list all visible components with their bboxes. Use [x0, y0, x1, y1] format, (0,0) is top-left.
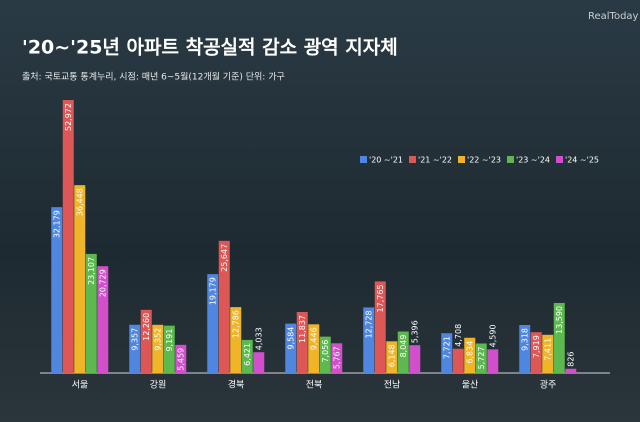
data-label: 9,584 [287, 327, 296, 350]
bar [397, 331, 409, 373]
x-tick-label: 울산 [462, 380, 479, 391]
data-label: 23,107 [87, 257, 96, 285]
bar [319, 336, 331, 373]
bar [475, 343, 487, 373]
data-label: 9,191 [165, 329, 174, 352]
data-label: 17,765 [376, 284, 385, 312]
bar [519, 324, 531, 373]
chart-title: '20~'25년 아파트 착공실적 감소 광역 지자체 [22, 37, 398, 59]
bar [386, 341, 398, 373]
data-label: 5,767 [333, 346, 342, 369]
legend-swatch [360, 156, 367, 163]
bar [542, 334, 554, 373]
chart-subtitle: 출처: 국토교통 통계누리, 시점: 매년 6~5월(12개월 기준) 단위: … [22, 71, 285, 83]
x-tick-label: 전남 [384, 380, 401, 391]
legend-label: '20 ~'21 [369, 156, 403, 165]
legend-label: '21 ~'22 [418, 156, 452, 165]
bar [308, 324, 320, 373]
data-label: 36,448 [76, 188, 85, 216]
x-tick-label: 강원 [150, 380, 167, 391]
data-label: 9,357 [131, 328, 140, 351]
bar [129, 324, 141, 373]
bar [253, 352, 265, 373]
data-label: 4,590 [489, 324, 498, 347]
data-label: 6,148 [388, 344, 397, 367]
bar [230, 307, 242, 373]
data-label: 7,056 [321, 340, 330, 363]
data-label: 4,708 [454, 324, 463, 347]
data-label: 12,260 [142, 313, 151, 341]
bar [553, 302, 565, 373]
bar [487, 349, 499, 373]
data-label: 12,728 [365, 310, 374, 338]
legend-label: '22 ~'23 [467, 156, 501, 165]
bar [296, 311, 308, 373]
data-label: 20,729 [99, 269, 108, 297]
bar [85, 253, 97, 373]
bar [207, 274, 219, 373]
bar [74, 185, 86, 373]
bar [374, 281, 386, 373]
legend-swatch [409, 156, 416, 163]
bar [464, 337, 476, 373]
legend-label: '24 ~'25 [565, 156, 599, 165]
bar [241, 339, 253, 373]
x-tick-label: 서울 [72, 380, 89, 391]
data-label: 32,179 [53, 210, 62, 238]
legend-swatch [458, 156, 465, 163]
bar [441, 333, 453, 373]
data-label: 9,318 [521, 328, 530, 351]
data-label: 9,446 [310, 327, 319, 350]
bar [530, 332, 542, 373]
legend-swatch [507, 156, 514, 163]
data-label: 9,352 [154, 328, 163, 351]
x-tick-label: 전북 [306, 380, 323, 391]
bar [163, 325, 175, 373]
legend-swatch [556, 156, 563, 163]
data-label: 5,396 [411, 320, 420, 343]
bar [409, 345, 421, 373]
data-label: 7,411 [544, 338, 553, 361]
brand: RealToday [588, 11, 639, 22]
bar [97, 266, 109, 373]
legend-label: '23 ~'24 [516, 156, 550, 165]
bar [62, 100, 74, 373]
data-label: 5,459 [177, 348, 186, 371]
bar [152, 324, 164, 373]
data-label: 7,919 [532, 335, 541, 358]
data-label: 6,834 [466, 341, 475, 364]
x-tick-label: 광주 [540, 379, 557, 391]
data-label: 7,721 [443, 336, 452, 359]
data-label: 6,421 [243, 343, 252, 366]
data-label: 826 [567, 351, 576, 366]
x-tick-label: 경북 [228, 379, 245, 391]
bar [565, 368, 577, 373]
data-label: 13,590 [555, 306, 564, 334]
data-label: 25,647 [220, 244, 229, 272]
bar [452, 348, 464, 373]
data-label: 4,033 [255, 327, 264, 350]
bar [331, 343, 343, 373]
bar [218, 240, 230, 373]
bar [285, 323, 297, 373]
data-label: 12,786 [232, 310, 241, 338]
data-label: 11,837 [298, 315, 307, 343]
data-label: 5,727 [477, 346, 486, 369]
data-label: 8,049 [399, 335, 408, 358]
bar [175, 344, 187, 373]
bar [140, 309, 152, 373]
bar [51, 207, 63, 373]
data-label: 19,179 [209, 277, 218, 305]
bar [363, 307, 375, 373]
data-label: 52,972 [64, 103, 73, 131]
